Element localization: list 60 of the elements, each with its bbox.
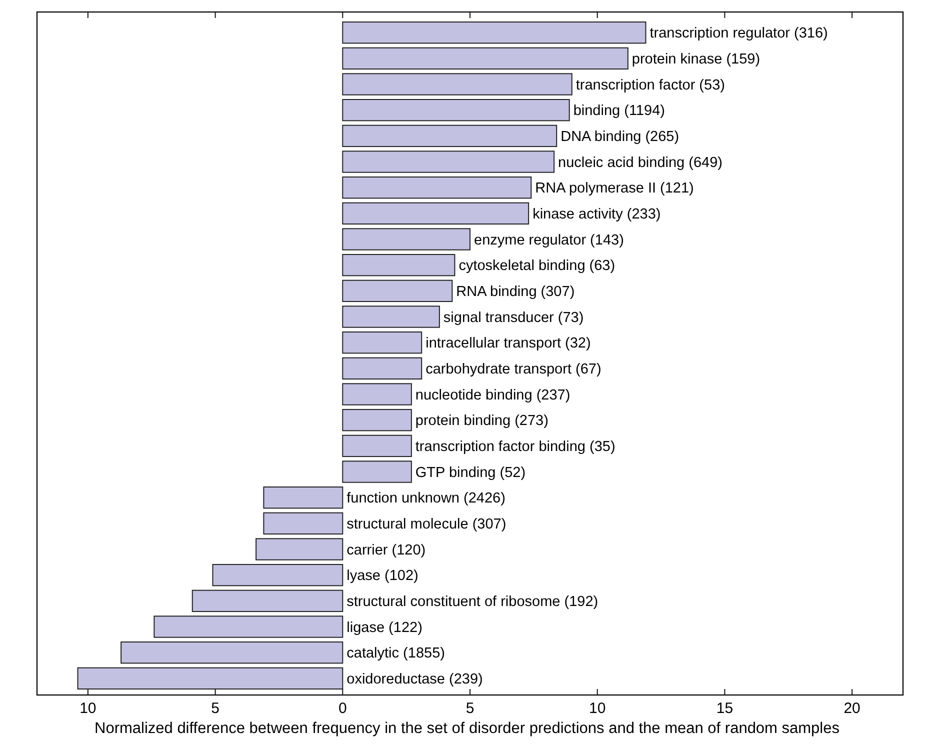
- bar: [342, 383, 412, 406]
- x-tick-label: 10: [80, 700, 96, 717]
- y-tick-label: enzyme regulator (143): [474, 232, 624, 248]
- bar: [342, 460, 412, 483]
- y-tick-label: protein binding (273): [415, 413, 548, 430]
- x-tick-label: 0: [338, 700, 347, 717]
- bar: [154, 616, 344, 638]
- bar: [342, 408, 412, 432]
- bar: [342, 150, 555, 173]
- y-tick-label: RNA polymerase II (121): [535, 180, 694, 197]
- y-tick-label: lyase (102): [346, 568, 418, 584]
- y-tick-label: cytoskeletal binding (63): [458, 258, 616, 274]
- y-tick-label: RNA binding (307): [456, 284, 575, 300]
- y-tick-label: protein kinase (159): [632, 52, 760, 68]
- y-tick-label: binding (1194): [573, 103, 665, 120]
- y-tick-label: structural constituent of ribosome (192): [346, 594, 598, 610]
- bar: [342, 22, 646, 44]
- bar: [256, 538, 344, 560]
- bar: [342, 73, 572, 96]
- y-tick-label: kinase activity (233): [532, 206, 661, 222]
- x-tick-label: 10: [589, 700, 606, 717]
- bar: [342, 357, 422, 380]
- bar: [342, 99, 570, 122]
- bar: [192, 590, 344, 612]
- bar: [342, 228, 470, 250]
- bar: [263, 512, 344, 535]
- bar: [342, 306, 440, 328]
- y-tick-label: oxidoreductase (239): [346, 671, 483, 688]
- x-tick-label: 15: [716, 700, 734, 717]
- y-tick-label: signal transducer (73): [443, 310, 584, 326]
- x-axis-title: Normalized difference between frequency in the set of disorder predictions and the mean of random samples: [94, 720, 840, 737]
- y-tick-label: transcription factor (53): [576, 77, 725, 94]
- y-tick-label: carrier (120): [346, 542, 426, 558]
- y-tick-label: carbohydrate transport (67): [426, 361, 602, 378]
- y-tick-label: GTP binding (52): [415, 464, 526, 481]
- y-tick-label: nucleic acid binding (649): [558, 154, 722, 171]
- bar: [77, 667, 344, 690]
- bar: [342, 47, 628, 70]
- bar: [342, 176, 532, 199]
- y-tick-label: structural molecule (307): [346, 516, 506, 532]
- y-tick-label: intracellular transport (32): [426, 336, 591, 352]
- y-tick-label: ligase (122): [346, 620, 422, 636]
- bar: [342, 124, 558, 148]
- x-tick-label: 5: [211, 700, 220, 717]
- y-tick-label: DNA binding (265): [560, 128, 680, 145]
- bar: [342, 202, 530, 225]
- y-tick-label: transcription factor binding (35): [415, 438, 616, 455]
- bar: [120, 641, 344, 664]
- y-tick-label: catalytic (1855): [346, 646, 445, 662]
- x-tick-label: 20: [844, 700, 860, 717]
- y-tick-label: function unknown (2426): [346, 490, 506, 507]
- y-tick-label: nucleotide binding (237): [415, 387, 570, 404]
- bar: [342, 434, 412, 458]
- bar: [212, 564, 344, 586]
- bar: [342, 254, 456, 276]
- bar: [263, 486, 344, 509]
- bar: [342, 331, 422, 354]
- y-tick-label: transcription regulator (316): [650, 26, 828, 42]
- bar: [342, 280, 453, 302]
- x-tick-label: 5: [466, 700, 474, 717]
